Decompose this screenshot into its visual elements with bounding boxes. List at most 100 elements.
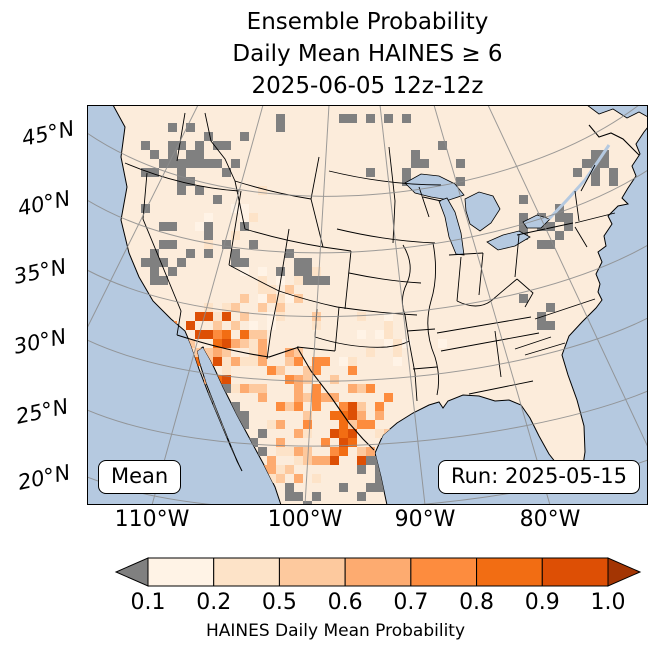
no-data-cell bbox=[519, 213, 528, 222]
probability-cell bbox=[231, 384, 240, 393]
probability-cell bbox=[375, 429, 384, 438]
no-data-cell bbox=[519, 222, 528, 231]
probability-cell bbox=[357, 384, 366, 393]
no-data-cell bbox=[591, 177, 600, 186]
probability-cell bbox=[357, 456, 366, 465]
no-data-cell bbox=[411, 159, 420, 168]
probability-cell bbox=[267, 321, 276, 330]
probability-cell bbox=[276, 447, 285, 456]
probability-cell bbox=[312, 357, 321, 366]
probability-cell bbox=[240, 312, 249, 321]
probability-cell bbox=[249, 330, 258, 339]
no-data-cell bbox=[231, 402, 240, 411]
probability-cell bbox=[294, 348, 303, 357]
probability-cell bbox=[204, 312, 213, 321]
probability-cell bbox=[267, 294, 276, 303]
no-data-cell bbox=[402, 168, 411, 177]
probability-cell bbox=[312, 366, 321, 375]
probability-cell bbox=[393, 348, 402, 357]
mean-stat-box: Mean bbox=[98, 460, 182, 494]
no-data-cell bbox=[195, 159, 204, 168]
probability-cell bbox=[258, 357, 267, 366]
parallel-45n bbox=[87, 105, 640, 197]
probability-cell bbox=[249, 339, 258, 348]
ytick-45n: 45°N bbox=[19, 116, 77, 151]
colorbar-tick-label: 0.5 bbox=[261, 590, 297, 615]
no-data-cell bbox=[204, 249, 213, 258]
no-data-cell bbox=[150, 150, 159, 159]
no-data-cell bbox=[402, 114, 411, 123]
probability-cell bbox=[312, 402, 321, 411]
probability-cell bbox=[276, 312, 285, 321]
no-data-cell bbox=[438, 141, 447, 150]
xtick-100w: 100°W bbox=[267, 507, 343, 532]
probability-cell bbox=[258, 393, 267, 402]
probability-cell bbox=[267, 312, 276, 321]
no-data-cell bbox=[366, 456, 375, 465]
probability-cell bbox=[384, 312, 393, 321]
no-data-cell bbox=[276, 114, 285, 123]
probability-cell bbox=[366, 420, 375, 429]
no-data-cell bbox=[195, 150, 204, 159]
probability-cell bbox=[375, 411, 384, 420]
no-data-cell bbox=[555, 231, 564, 240]
probability-cell bbox=[339, 402, 348, 411]
no-data-cell bbox=[303, 258, 312, 267]
no-data-cell bbox=[231, 249, 240, 258]
ytick-30n: 30°N bbox=[11, 324, 69, 359]
no-data-cell bbox=[177, 159, 186, 168]
probability-cell bbox=[294, 402, 303, 411]
probability-cell bbox=[231, 357, 240, 366]
probability-cell bbox=[285, 447, 294, 456]
title-line-2: Daily Mean HAINES ≥ 6 bbox=[232, 41, 503, 67]
no-data-cell bbox=[150, 168, 159, 177]
no-data-cell bbox=[519, 294, 528, 303]
no-data-cell bbox=[537, 240, 546, 249]
probability-cell bbox=[294, 375, 303, 384]
no-data-cell bbox=[402, 177, 411, 186]
probability-cell bbox=[384, 339, 393, 348]
colorbar-segment bbox=[476, 557, 543, 587]
map-panel: Mean Run: 2025-05-15 bbox=[87, 105, 648, 505]
probability-cell bbox=[348, 429, 357, 438]
no-data-cell bbox=[303, 276, 312, 285]
probability-cell bbox=[195, 312, 204, 321]
probability-cell bbox=[303, 366, 312, 375]
no-data-cell bbox=[204, 159, 213, 168]
no-data-cell bbox=[285, 492, 294, 501]
probability-cell bbox=[312, 474, 321, 483]
no-data-cell bbox=[609, 177, 618, 186]
colorbar-segments bbox=[147, 557, 609, 587]
probability-cell bbox=[294, 294, 303, 303]
no-data-cell bbox=[186, 177, 195, 186]
lake-huron-shape bbox=[464, 191, 501, 232]
no-data-cell bbox=[303, 267, 312, 276]
probability-cell bbox=[303, 393, 312, 402]
no-data-cell bbox=[168, 267, 177, 276]
parallel-40n bbox=[87, 169, 648, 254]
probability-cell bbox=[330, 447, 339, 456]
no-data-cell bbox=[564, 222, 573, 231]
probability-cell bbox=[204, 330, 213, 339]
colorbar-segment bbox=[278, 557, 346, 587]
no-data-cell bbox=[168, 159, 177, 168]
parallel-25n bbox=[87, 390, 648, 447]
probability-cell bbox=[231, 303, 240, 312]
probability-cell bbox=[276, 402, 285, 411]
probability-cell bbox=[276, 465, 285, 474]
probability-cell bbox=[339, 447, 348, 456]
no-data-cell bbox=[177, 258, 186, 267]
no-data-cell bbox=[339, 114, 348, 123]
meridian-70w bbox=[487, 105, 648, 449]
no-data-cell bbox=[276, 123, 285, 132]
probability-cell bbox=[267, 465, 276, 474]
probability-cell bbox=[294, 393, 303, 402]
no-data-cell bbox=[186, 150, 195, 159]
probability-cell bbox=[339, 438, 348, 447]
st-lawrence-river bbox=[547, 144, 611, 221]
conus-map bbox=[87, 105, 648, 505]
no-data-cell bbox=[420, 159, 429, 168]
probability-cell bbox=[231, 339, 240, 348]
probability-cell bbox=[285, 375, 294, 384]
no-data-cell bbox=[294, 267, 303, 276]
